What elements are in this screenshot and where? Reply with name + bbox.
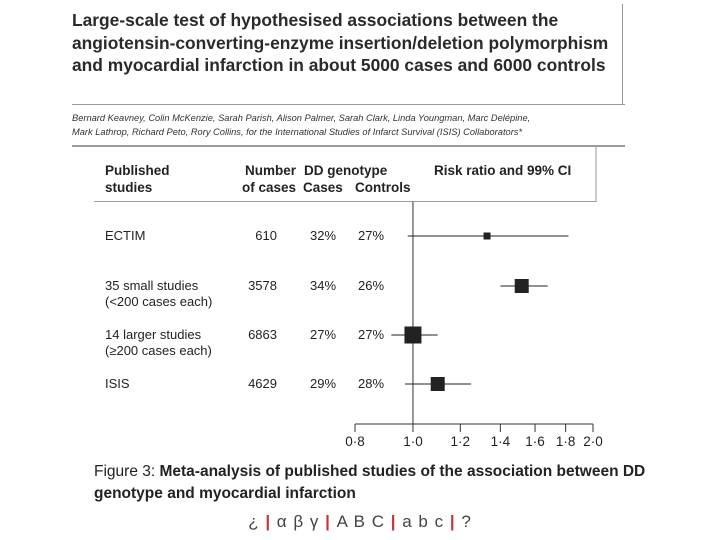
header-number-of-cases: Number of cases [241, 163, 296, 195]
author-list: Bernard Keavney, Colin McKenzie, Sarah P… [72, 113, 531, 137]
header-published-studies: Published studies [105, 163, 170, 195]
caption-label: Figure 3: [94, 463, 156, 480]
symbol-separator: | [449, 512, 462, 531]
header-dd-cases: Cases [303, 180, 343, 195]
study-label: ISIS [105, 376, 130, 391]
x-tick-label: 1·8 [556, 434, 576, 449]
study-sublabel: (≥200 cases each) [105, 343, 212, 358]
study-cases: 6863 [248, 327, 277, 342]
study-dd-controls: 27% [358, 327, 385, 342]
x-tick-label: 1·4 [491, 434, 511, 449]
header-dd-genotype: DD genotype [304, 163, 388, 178]
x-tick-label: 2·0 [583, 434, 603, 449]
divider-top [72, 104, 625, 105]
study-dd-cases: 32% [310, 228, 337, 243]
study-label: 14 larger studies [105, 327, 202, 342]
study-dd-controls: 26% [358, 278, 385, 293]
x-tick-label: 1·2 [451, 434, 471, 449]
symbol-separator: | [390, 512, 403, 531]
divider-authors [72, 145, 625, 147]
study-cases: 4629 [248, 376, 277, 391]
x-tick-label: 1·6 [525, 434, 545, 449]
symbol-group: α β γ [276, 512, 326, 531]
symbol-separator: | [325, 512, 337, 531]
divider-table-header [94, 201, 596, 202]
header-dd-controls: Controls [355, 180, 411, 195]
study-sublabel: (<200 cases each) [105, 294, 213, 309]
x-tick-label: 1·0 [403, 434, 423, 449]
caption-text: Meta-analysis of published studies of th… [94, 463, 646, 502]
study-label: 35 small studies [105, 278, 199, 293]
study-dd-cases: 29% [310, 376, 337, 391]
symbol-bar: ¿ | α β γ | A B C | a b c | ? [0, 512, 720, 532]
effect-marker [404, 326, 422, 344]
symbol-group: a b c [402, 512, 450, 531]
study-label: ECTIM [105, 228, 146, 243]
study-cases: 610 [255, 228, 277, 243]
effect-marker [483, 232, 491, 240]
paper-title: Large-scale test of hypothesised associa… [72, 10, 609, 75]
effect-marker [430, 377, 445, 391]
symbol-group: ¿ [248, 512, 266, 531]
study-dd-cases: 34% [310, 278, 337, 293]
study-dd-controls: 27% [358, 228, 385, 243]
divider-title-right [622, 4, 623, 104]
effect-marker [514, 279, 529, 293]
symbol-separator: | [265, 512, 277, 531]
header-risk-ratio: Risk ratio and 99% CI [434, 163, 572, 178]
study-dd-cases: 27% [310, 327, 337, 342]
study-dd-controls: 28% [358, 376, 385, 391]
symbol-group: ? [461, 512, 472, 531]
figure-caption: Figure 3: Meta-analysis of published stu… [94, 461, 654, 504]
symbol-group: A B C [336, 512, 391, 531]
study-cases: 3578 [248, 278, 277, 293]
x-tick-label: 0·8 [345, 434, 365, 449]
